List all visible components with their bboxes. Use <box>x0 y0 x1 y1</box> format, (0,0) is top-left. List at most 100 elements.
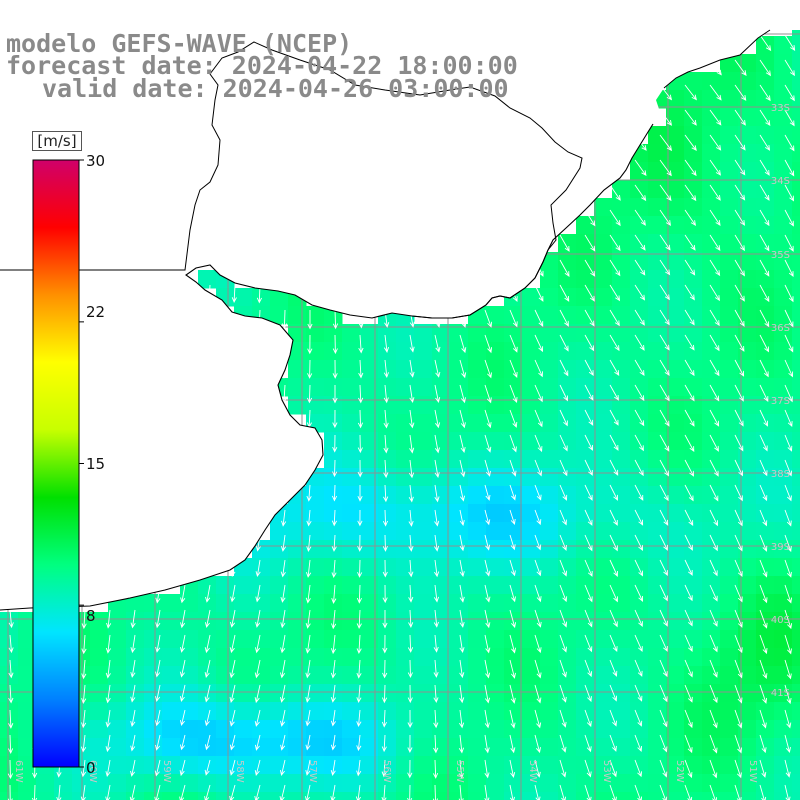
wind-speed-cell <box>594 324 613 343</box>
wind-speed-cell <box>612 306 631 325</box>
wind-speed-cell <box>738 414 757 433</box>
wind-speed-cell <box>756 630 775 649</box>
wind-speed-cell <box>18 756 37 775</box>
wind-speed-cell <box>594 666 613 685</box>
wind-arrow <box>634 734 643 752</box>
wind-speed-cell <box>450 738 469 757</box>
wind-speed-cell <box>630 558 649 577</box>
wind-arrow <box>684 209 696 226</box>
wind-arrow <box>784 84 795 102</box>
wind-speed-cell <box>90 648 109 667</box>
wind-arrow <box>684 259 696 276</box>
wind-arrow <box>8 659 14 679</box>
wind-arrow <box>609 584 618 603</box>
wind-speed-cell <box>738 54 757 73</box>
wind-arrow <box>659 284 670 301</box>
wind-speed-cell <box>558 252 577 271</box>
wind-arrow <box>734 309 745 327</box>
wind-speed-cell <box>792 666 800 685</box>
wind-speed-cell <box>666 756 685 775</box>
wind-speed-cell <box>342 468 361 487</box>
wind-speed-cell <box>684 126 703 145</box>
wind-arrow <box>408 559 414 578</box>
wind-speed-cell <box>756 792 775 800</box>
wind-speed-cell <box>198 612 217 631</box>
wind-speed-cell <box>504 378 523 397</box>
wind-arrow <box>408 484 414 503</box>
wind-speed-cell <box>450 342 469 361</box>
wind-speed-cell <box>288 702 307 721</box>
latitude-label: 35S <box>771 250 790 261</box>
wind-speed-cell <box>756 126 775 145</box>
wind-arrow <box>584 659 593 678</box>
wind-speed-cell <box>540 774 559 793</box>
wind-arrow <box>509 459 517 477</box>
wind-speed-cell <box>774 342 793 361</box>
wind-speed-cell <box>342 396 361 415</box>
wind-speed-cell <box>666 504 685 523</box>
wind-speed-cell <box>0 612 19 631</box>
wind-speed-cell <box>702 576 721 595</box>
wind-speed-cell <box>702 270 721 289</box>
wind-speed-cell <box>396 540 415 559</box>
wind-arrow <box>459 359 467 379</box>
wind-arrow <box>734 734 743 754</box>
wind-speed-cell <box>162 720 181 739</box>
wind-speed-cell <box>774 270 793 289</box>
wind-arrow <box>734 334 745 352</box>
wind-arrow <box>305 734 311 751</box>
wind-arrow <box>356 759 362 777</box>
wind-arrow <box>307 310 313 330</box>
wind-speed-cell <box>756 252 775 271</box>
wind-arrow <box>229 609 236 628</box>
wind-arrow <box>434 559 440 578</box>
wind-speed-cell <box>774 198 793 217</box>
wind-arrow <box>509 509 516 525</box>
wind-arrow <box>509 684 516 704</box>
wind-speed-cell <box>162 756 181 775</box>
forecast-date: forecast date: 2024-04-22 18:00:00 <box>6 51 518 80</box>
wind-speed-cell <box>612 234 631 253</box>
wind-speed-cell <box>342 360 361 379</box>
wind-speed-cell <box>144 648 163 667</box>
wind-speed-cell <box>414 432 433 451</box>
wind-speed-cell <box>792 378 800 397</box>
wind-speed-cell <box>450 396 469 415</box>
wind-speed-cell <box>612 270 631 289</box>
wind-speed-cell <box>360 738 379 757</box>
wind-arrow <box>584 734 592 753</box>
wind-arrow <box>684 684 693 703</box>
wind-arrow <box>534 459 543 477</box>
wind-speed-cell <box>252 612 271 631</box>
wind-speed-cell <box>414 648 433 667</box>
wind-arrow <box>330 784 336 800</box>
colorbar <box>32 159 84 768</box>
wind-arrow <box>584 584 593 603</box>
wind-speed-cell <box>324 612 343 631</box>
wind-speed-cell <box>144 612 163 631</box>
wind-speed-cell <box>270 738 289 757</box>
wind-speed-cell <box>306 360 325 379</box>
wind-speed-cell <box>630 288 649 307</box>
wind-speed-cell <box>342 342 361 361</box>
wind-speed-cell <box>270 666 289 685</box>
wind-arrow <box>459 709 465 729</box>
wind-speed-cell <box>180 702 199 721</box>
wind-arrow <box>383 409 389 429</box>
wind-speed-cell <box>504 756 523 775</box>
wind-arrow <box>130 684 136 703</box>
wind-speed-cell <box>378 666 397 685</box>
wind-speed-cell <box>558 720 577 739</box>
wind-arrow <box>358 334 364 354</box>
wind-speed-cell <box>468 378 487 397</box>
wind-speed-cell <box>774 702 793 721</box>
wind-speed-cell <box>126 666 145 685</box>
wind-arrow <box>356 584 363 604</box>
wind-arrow <box>709 509 718 527</box>
wind-arrow <box>382 584 388 604</box>
wind-speed-cell <box>630 702 649 721</box>
wind-arrow <box>784 159 795 177</box>
wind-arrow <box>155 709 161 727</box>
wind-speed-cell <box>738 288 757 307</box>
wind-speed-cell <box>630 504 649 523</box>
